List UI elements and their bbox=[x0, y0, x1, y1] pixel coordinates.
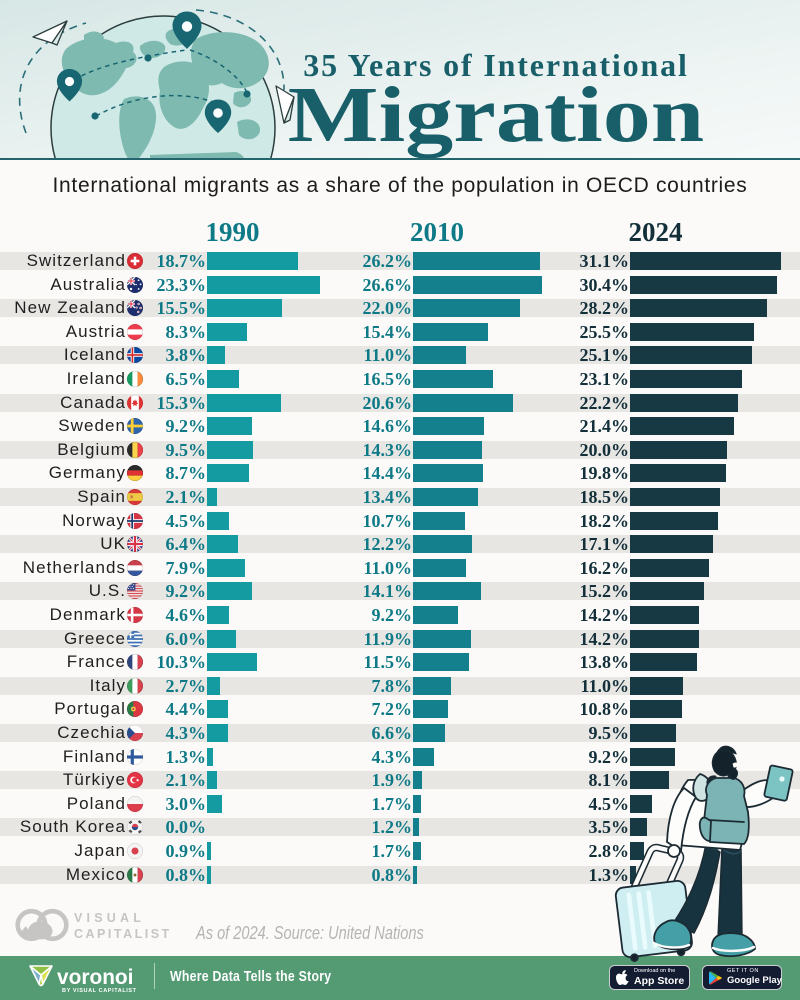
svg-text:CAPITALIST: CAPITALIST bbox=[74, 927, 172, 941]
svg-text:VISUAL: VISUAL bbox=[74, 911, 145, 925]
